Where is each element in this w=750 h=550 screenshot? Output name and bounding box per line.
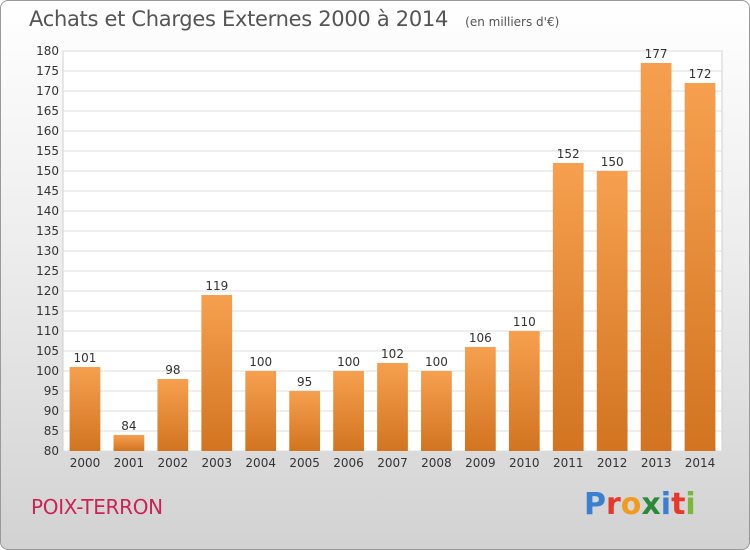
data-label: 100 [249,355,272,369]
x-tick-label: 2008 [421,456,452,470]
y-tick-label: 80 [44,444,59,458]
bar-2002 [157,379,189,451]
y-tick-label: 180 [36,44,59,58]
y-tick-label: 100 [36,364,59,378]
y-tick-label: 125 [36,264,59,278]
y-tick-label: 105 [36,344,59,358]
data-labels: 101 84 98 119 100 95 100 102 100 106 110 152 150 177 1… [74,47,712,433]
y-tick-label: 155 [36,144,59,158]
x-tick-label: 2013 [641,456,672,470]
y-tick-label: 145 [36,184,59,198]
data-label: 98 [165,363,180,377]
logo-letter: r [606,487,621,522]
x-tick-label: 2014 [685,456,716,470]
bar-2013 [640,63,672,451]
x-tick-label: 2001 [114,456,145,470]
data-label: 119 [205,279,228,293]
x-tick-label: 2009 [465,456,496,470]
data-label: 95 [297,375,312,389]
y-tick-label: 175 [36,64,59,78]
y-tick-label: 140 [36,204,59,218]
y-tick-label: 150 [36,164,59,178]
unit-label: (en milliers d'€) [465,15,560,29]
bar-2007 [377,363,408,451]
data-label: 150 [601,155,624,169]
bar-2010 [508,331,540,451]
x-tick-label: 2003 [201,456,232,470]
bar-2009 [464,347,496,451]
bar-2006 [333,371,364,451]
bar-2011 [552,163,584,451]
y-tick-label: 95 [44,384,59,398]
bar-2014 [684,83,716,451]
y-tick-label: 90 [44,404,59,418]
bar-2004 [245,371,277,451]
y-tick-label: 110 [36,324,59,338]
y-tick-label: 115 [36,304,59,318]
commune-name: POIX-TERRON [31,495,163,519]
x-tick-label: 2007 [377,456,408,470]
y-tick-label: 135 [36,224,59,238]
y-axis: 80 85 90 95 100 105 110 115 120 125 130 135 140 145 15… [36,44,59,458]
logo-letter: i [660,487,672,522]
proxiti-logo[interactable]: Proxiti [584,487,696,522]
logo-letter: P [584,487,606,522]
logo-letter: t [671,487,686,522]
bars [69,63,716,451]
bar-2001 [113,435,145,451]
bar-2008 [421,371,452,451]
chart-title: Achats et Charges Externes 2000 à 2014 [29,7,449,31]
x-tick-label: 2004 [245,456,276,470]
y-tick-label: 85 [44,424,59,438]
data-label: 102 [381,347,404,361]
y-tick-label: 165 [36,104,59,118]
bar-2000 [69,367,101,451]
data-label: 106 [469,331,492,345]
logo-letter: o [620,487,642,522]
x-tick-label: 2011 [553,456,584,470]
data-label: 177 [645,47,668,61]
data-label: 110 [513,315,536,329]
x-tick-label: 2006 [333,456,364,470]
data-label: 101 [74,351,97,365]
bar-2012 [596,171,628,451]
data-label: 100 [337,355,360,369]
x-tick-label: 2005 [289,456,320,470]
x-tick-label: 2010 [509,456,540,470]
data-label: 84 [121,419,136,433]
data-label: 152 [557,147,580,161]
bar-2005 [289,391,321,451]
y-tick-label: 120 [36,284,59,298]
y-tick-label: 130 [36,244,59,258]
bar-2003 [201,295,233,451]
y-tick-label: 170 [36,84,59,98]
x-tick-label: 2012 [597,456,628,470]
logo-letter: x [641,487,661,522]
data-label: 172 [689,67,712,81]
logo-letter: i [685,487,696,522]
y-tick-label: 160 [36,124,59,138]
x-tick-label: 2000 [70,456,101,470]
x-axis: 2000 2001 2002 2003 2004 2005 2006 2007 2008 2009… [70,456,716,470]
x-tick-label: 2002 [158,456,189,470]
data-label: 100 [425,355,448,369]
title-block: Achats et Charges Externes 2000 à 2014 (… [29,7,559,31]
